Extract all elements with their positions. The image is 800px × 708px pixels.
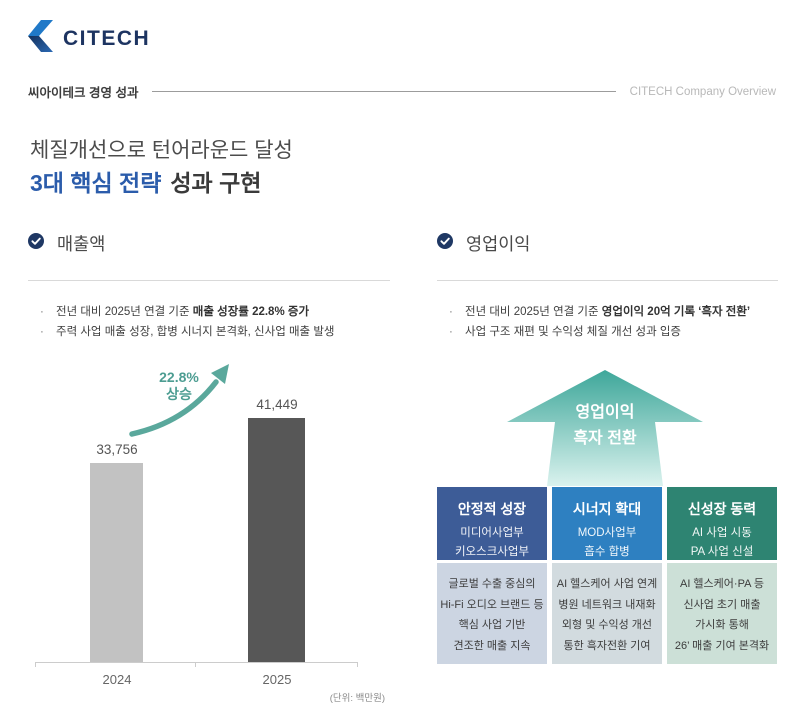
header-kicker: 씨아이테크 경영 성과 xyxy=(28,86,139,100)
header-divider xyxy=(152,91,616,92)
title-line2: 3대 핵심 전략 성과 구현 xyxy=(30,166,293,200)
list-item: · 전년 대비 2025년 연결 기준 매출 성장률 22.8% 증가 xyxy=(40,302,390,322)
title-rest: 성과 구현 xyxy=(170,170,262,196)
header-overview-label: CITECH Company Overview xyxy=(629,85,776,98)
title-line1: 체질개선으로 턴어라운드 달성 xyxy=(30,139,293,162)
bullet-dot: · xyxy=(40,306,44,318)
citech-logo-text: CITECH xyxy=(63,26,151,50)
section-divider xyxy=(437,280,778,281)
list-item: · 주력 사업 매출 성장, 합병 시너지 본격화, 신사업 매출 발생 xyxy=(40,322,390,342)
profit-heading: 영업이익 xyxy=(466,233,531,254)
revenue-heading: 매출액 xyxy=(57,233,106,254)
list-item: · 사업 구조 재편 및 수익성 체질 개선 성과 입증 xyxy=(449,322,778,342)
bar-value-2025: 41,449 xyxy=(256,397,298,412)
axis-tick xyxy=(357,662,358,667)
title-accent: 3대 핵심 전략 xyxy=(30,170,162,196)
pillar-body-synergy: AI 헬스케어 사업 연계 병원 네트워크 내재화 외형 및 수익성 개선 통한… xyxy=(552,563,662,664)
growth-arrow-icon xyxy=(126,362,238,447)
revenue-section-header: 매출액 xyxy=(28,232,390,254)
bar-2024 xyxy=(90,463,143,662)
axis-tick xyxy=(35,662,36,667)
list-item: · 전년 대비 2025년 연결 기준 영업이익 20억 기록 ‘흑자 전환’ xyxy=(449,302,778,322)
bullet-dot: · xyxy=(449,306,453,318)
citech-logo: CITECH xyxy=(28,20,150,57)
pillar-header-new-growth: 신성장 동력 AI 사업 시동 PA 사업 신설 xyxy=(667,487,777,560)
profit-section-header: 영업이익 xyxy=(437,232,778,254)
unit-note: (단위: 백만원) xyxy=(329,693,385,704)
bullet-dot: · xyxy=(40,326,44,338)
check-icon xyxy=(28,232,44,254)
pillar-header-stable-growth: 안정적 성장 미디어사업부 키오스크사업부 xyxy=(437,487,547,560)
profit-section: 영업이익 · 전년 대비 2025년 연결 기준 영업이익 20억 기록 ‘흑자… xyxy=(437,232,778,708)
citech-logo-icon xyxy=(28,20,55,57)
header-row: 씨아이테크 경영 성과 CITECH Company Overview xyxy=(28,82,776,101)
profit-bullets: · 전년 대비 2025년 연결 기준 영업이익 20억 기록 ‘흑자 전환’ … xyxy=(449,302,778,342)
pillar-header-synergy: 시너지 확대 MOD사업부 흡수 합병 xyxy=(552,487,662,560)
axis-tick xyxy=(195,662,196,667)
revenue-section: 매출액 · 전년 대비 2025년 연결 기준 매출 성장률 22.8% 증가 … xyxy=(28,232,390,708)
x-tick-2024: 2024 xyxy=(102,672,132,687)
bar-2025 xyxy=(248,418,305,662)
pillar-body-new-growth: AI 헬스케어·PA 등 신사업 초기 매출 가시화 통해 26’ 매출 기여 … xyxy=(667,563,777,664)
bar-value-2024: 33,756 xyxy=(96,442,138,457)
check-icon xyxy=(437,232,453,254)
page-title: 체질개선으로 턴어라운드 달성 3대 핵심 전략 성과 구현 xyxy=(30,136,293,200)
growth-annotation: 22.8% 상승 xyxy=(159,369,199,402)
x-axis xyxy=(35,662,357,663)
pillar-body-stable-growth: 글로벌 수출 중심의 Hi-Fi 오디오 브랜드 등 핵심 사업 기반 견조한 … xyxy=(437,563,547,664)
x-tick-2025: 2025 xyxy=(262,672,292,687)
profit-arrow-label: 영업이익 흑자 전환 xyxy=(573,404,637,447)
bullet-dot: · xyxy=(449,326,453,338)
section-divider xyxy=(28,280,390,281)
revenue-bullets: · 전년 대비 2025년 연결 기준 매출 성장률 22.8% 증가 · 주력… xyxy=(40,302,390,342)
profit-up-arrow-icon xyxy=(503,368,707,493)
